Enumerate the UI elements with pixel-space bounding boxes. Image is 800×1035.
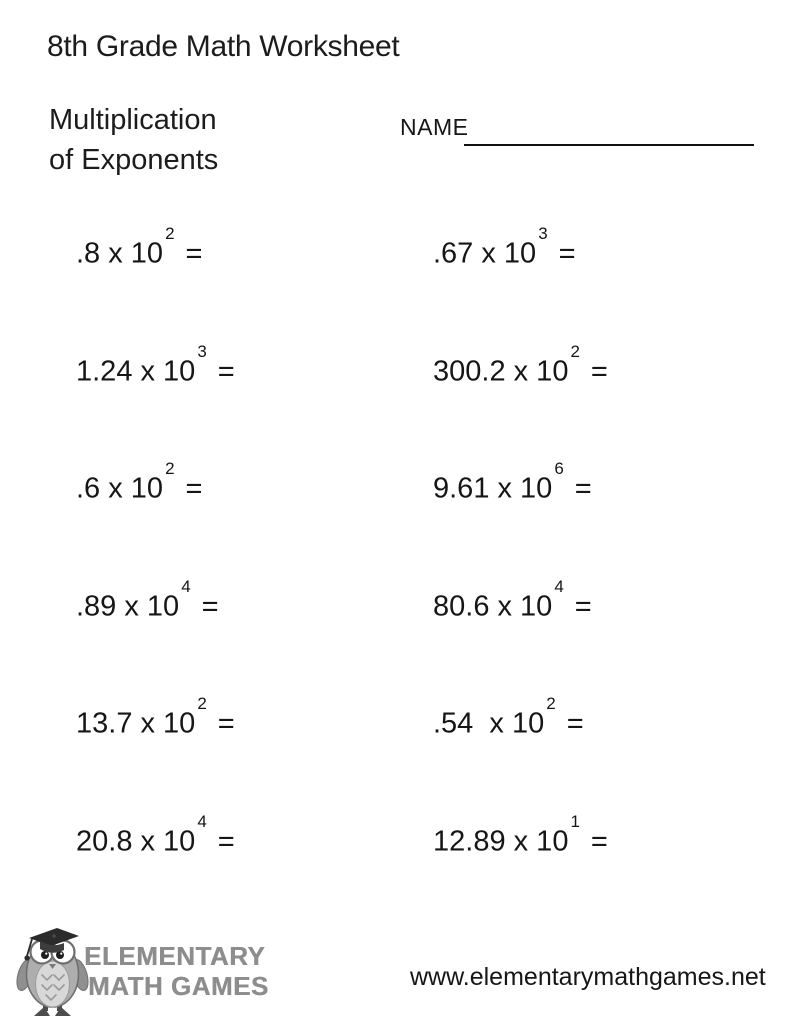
problem-expression: 20.8 x 10 [76,825,196,858]
problem-exponent: 4 [554,577,564,596]
topic-line-2: of Exponents [49,144,219,176]
topic-title: Multiplication of Exponents [49,100,218,180]
name-label: NAME [400,114,469,140]
problem-expression: 12.89 x 10 [433,825,569,858]
equals-sign: = [558,237,576,270]
equals-sign: = [217,707,235,740]
equals-sign: = [574,472,592,505]
problem-exponent: 2 [546,694,556,713]
problem-right-1: .67 x 103 = [433,224,576,271]
logo-text-line-1: ELEMENTARY [84,941,266,971]
problem-expression: 300.2 x 10 [433,355,569,388]
problem-expression: 1.24 x 10 [76,355,196,388]
problem-left-1: .8 x 102 = [76,224,203,271]
equals-sign: = [217,355,235,388]
problem-exponent: 4 [197,812,207,831]
name-blank-line [464,116,754,146]
problem-exponent: 2 [570,342,580,361]
problem-exponent: 1 [570,812,580,831]
equals-sign: = [201,590,219,623]
problem-expression: .67 x 10 [433,237,537,270]
equals-sign: = [590,825,608,858]
equals-sign: = [574,590,592,623]
problem-left-3: .6 x 102 = [76,459,203,506]
problem-left-6: 20.8 x 104 = [76,812,235,859]
problem-expression: .54 x 10 [433,707,545,740]
problem-right-4: 80.6 x 104 = [433,577,592,624]
problem-exponent: 2 [165,224,175,243]
problem-exponent: 3 [197,342,207,361]
problem-left-5: 13.7 x 102 = [76,694,235,741]
problem-left-4: .89 x 104 = [76,577,219,624]
logo-text-line-2: MATH GAMES [88,971,269,1001]
problem-exponent: 4 [181,577,191,596]
problem-left-2: 1.24 x 103 = [76,342,235,389]
problem-expression: .6 x 10 [76,472,164,505]
problem-exponent: 3 [538,224,548,243]
problem-expression: 80.6 x 10 [433,590,553,623]
problem-exponent: 6 [554,459,564,478]
topic-line-1: Multiplication [49,104,217,136]
equals-sign: = [217,825,235,858]
problem-right-5: .54 x 102 = [433,694,584,741]
owl-mascot-icon [16,925,90,1021]
page-title: 8th Grade Math Worksheet [47,30,400,63]
equals-sign: = [590,355,608,388]
equals-sign: = [185,472,203,505]
problem-expression: 13.7 x 10 [76,707,196,740]
problem-right-3: 9.61 x 106 = [433,459,592,506]
problem-right-2: 300.2 x 102 = [433,342,608,389]
problem-exponent: 2 [165,459,175,478]
website-url: www.elementarymathgames.net [410,963,766,991]
equals-sign: = [566,707,584,740]
problem-expression: .89 x 10 [76,590,180,623]
equals-sign: = [185,237,203,270]
problem-exponent: 2 [197,694,207,713]
problem-right-6: 12.89 x 101 = [433,812,608,859]
problem-expression: 9.61 x 10 [433,472,553,505]
problem-expression: .8 x 10 [76,237,164,270]
